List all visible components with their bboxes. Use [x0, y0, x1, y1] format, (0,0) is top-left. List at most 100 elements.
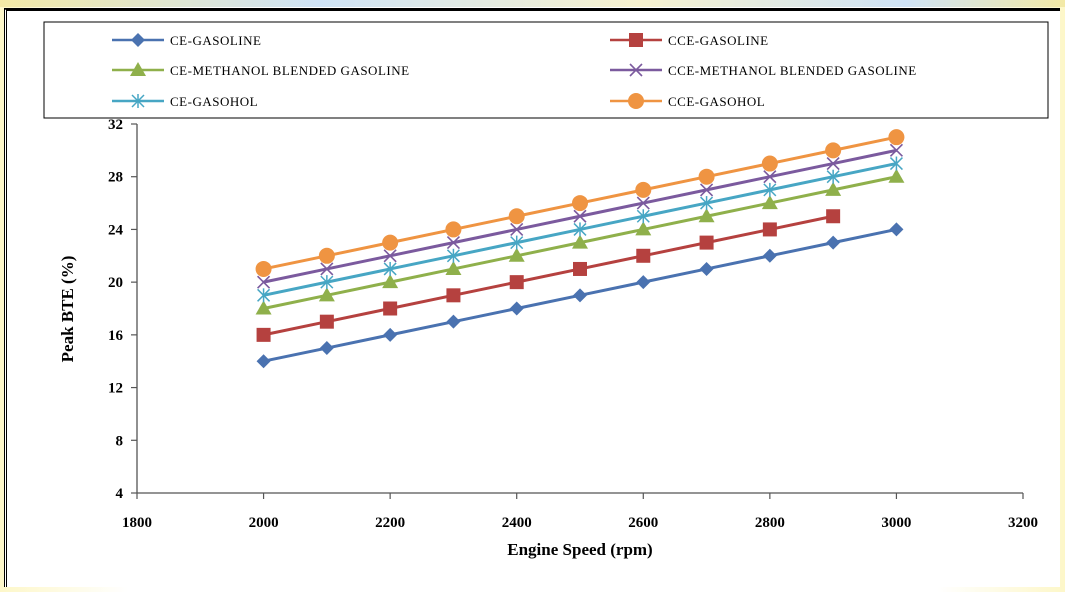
data-point [826, 209, 841, 224]
x-tick-label: 2200 [375, 515, 405, 531]
data-point [889, 156, 903, 171]
x-tick-label: 2400 [502, 515, 532, 531]
y-ticks: 4 8 12 16 20 24 28 32 [108, 117, 137, 502]
data-point [888, 129, 905, 146]
data-point [572, 234, 588, 249]
data-point [383, 261, 397, 276]
x-axis-title: Engine Speed (rpm) [507, 540, 652, 559]
legend-item: CE-GASOHOL [112, 94, 258, 109]
legend-swatch-marker [629, 63, 643, 77]
data-point [700, 183, 714, 197]
legend-item: CE-GASOLINE [112, 33, 261, 48]
data-point [636, 248, 651, 263]
x-tick-label: 2000 [249, 515, 279, 531]
series-3 [257, 143, 903, 289]
data-point [256, 327, 271, 342]
legend-swatch-marker [628, 93, 644, 109]
data-point [826, 235, 841, 250]
data-point [635, 181, 652, 198]
data-point [762, 248, 777, 263]
series-1 [256, 209, 841, 342]
legend-item: CCE-GASOLINE [610, 33, 769, 48]
legend-swatch-marker [629, 33, 643, 47]
data-point [825, 142, 842, 159]
x-ticks: 1800 2000 2200 2400 2600 2800 3000 3200 [122, 493, 1038, 531]
data-point [446, 314, 461, 329]
data-point [572, 195, 588, 212]
data-point [445, 260, 462, 275]
data-point [636, 275, 651, 290]
data-point [826, 169, 840, 184]
series-0 [256, 222, 904, 369]
data-point [446, 288, 461, 303]
y-tick-label: 12 [108, 381, 123, 397]
data-point [699, 261, 714, 276]
legend-swatch-marker [130, 62, 146, 76]
series-5 [255, 129, 905, 277]
y-tick-label: 20 [108, 275, 123, 291]
data-point [763, 182, 777, 197]
y-tick-label: 28 [108, 170, 123, 186]
page-top-stripe [0, 0, 1065, 7]
data-point [446, 236, 460, 250]
legend-item: CE-METHANOL BLENDED GASOLINE [112, 62, 409, 78]
legend-label: CCE-METHANOL BLENDED GASOLINE [668, 63, 917, 78]
data-point [320, 275, 334, 290]
data-point [510, 235, 524, 250]
data-point [318, 287, 335, 302]
data-point [509, 301, 524, 316]
data-point [382, 234, 399, 251]
data-point [257, 275, 271, 289]
data-point [826, 156, 840, 171]
legend-swatch-marker [131, 94, 145, 108]
x-tick-label: 2600 [628, 515, 658, 531]
data-point [573, 209, 587, 223]
y-tick-label: 24 [108, 222, 124, 238]
x-tick-label: 1800 [122, 515, 152, 531]
data-point [573, 222, 587, 237]
data-point [255, 260, 272, 277]
y-axis-title: Peak BTE (%) [58, 256, 77, 363]
data-point [255, 300, 272, 315]
data-point [319, 341, 334, 356]
data-point [510, 222, 524, 236]
data-point [573, 288, 587, 303]
legend: CE-GASOLINE CCE-GASOLINE CE-METHANOL BLEND… [112, 33, 917, 109]
data-point [382, 274, 399, 289]
legend-label: CE-GASOLINE [170, 33, 261, 48]
data-point [573, 261, 587, 276]
data-point [320, 262, 334, 276]
x-tick-label: 3200 [1008, 515, 1038, 531]
series-group [255, 129, 905, 369]
y-tick-label: 32 [108, 117, 123, 133]
y-tick-label: 8 [116, 433, 124, 449]
series-2 [255, 168, 905, 315]
data-point [509, 275, 524, 290]
x-tick-label: 2800 [755, 515, 785, 531]
data-point [889, 222, 904, 237]
data-point [825, 181, 842, 196]
data-point [762, 222, 777, 237]
data-point [636, 209, 650, 224]
legend-label: CCE-GASOHOL [668, 94, 765, 109]
legend-box [43, 21, 1049, 119]
data-point [636, 196, 650, 210]
legend-item: CCE-GASOHOL [610, 93, 765, 109]
series-line [263, 214, 834, 337]
data-point [319, 314, 334, 329]
data-point [763, 170, 777, 184]
data-point [383, 249, 397, 263]
data-point [445, 221, 462, 238]
data-point [383, 327, 398, 342]
data-point [889, 143, 903, 157]
data-point [508, 247, 525, 262]
data-point [446, 248, 460, 263]
data-point [635, 221, 652, 236]
data-point [257, 288, 271, 303]
y-tick-label: 16 [108, 328, 124, 344]
legend-item: CCE-METHANOL BLENDED GASOLINE [610, 63, 917, 78]
legend-label: CE-GASOHOL [170, 94, 258, 109]
data-point [318, 247, 335, 264]
legend-label: CCE-GASOLINE [668, 33, 769, 48]
